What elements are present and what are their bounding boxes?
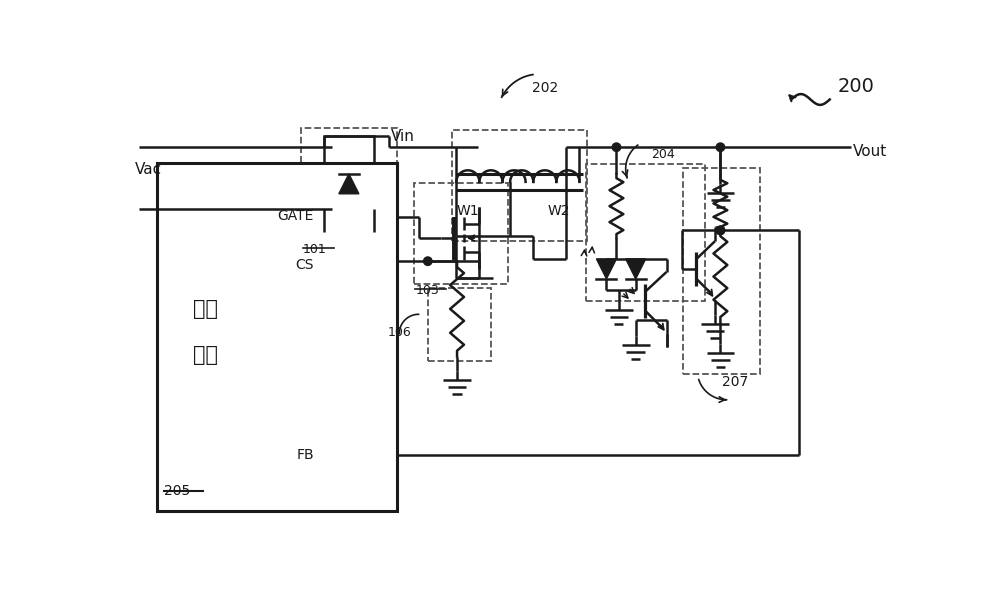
Text: 101: 101 bbox=[303, 243, 327, 256]
Bar bbox=[428, 288, 491, 361]
Text: 106: 106 bbox=[388, 326, 412, 339]
Text: GATE: GATE bbox=[277, 209, 314, 224]
Text: Vout: Vout bbox=[853, 145, 887, 160]
Circle shape bbox=[716, 143, 725, 151]
Text: FB: FB bbox=[296, 448, 314, 462]
Text: 202: 202 bbox=[532, 81, 558, 94]
Text: 204: 204 bbox=[651, 148, 675, 161]
Bar bbox=[324, 136, 374, 232]
Text: Vac: Vac bbox=[135, 162, 162, 177]
Bar bbox=[452, 130, 587, 241]
Polygon shape bbox=[596, 259, 616, 279]
Bar bbox=[414, 182, 508, 284]
Text: Vin: Vin bbox=[391, 129, 415, 144]
Text: 205: 205 bbox=[164, 484, 191, 498]
Bar bbox=[157, 163, 397, 511]
Circle shape bbox=[424, 257, 432, 266]
Bar bbox=[301, 128, 397, 243]
Bar bbox=[683, 168, 760, 374]
Text: CS: CS bbox=[295, 258, 314, 272]
Circle shape bbox=[716, 226, 725, 234]
Text: 电路: 电路 bbox=[193, 345, 218, 365]
Text: 103: 103 bbox=[415, 283, 439, 297]
Polygon shape bbox=[339, 174, 359, 194]
Text: 207: 207 bbox=[722, 375, 748, 389]
Bar bbox=[586, 164, 705, 301]
Text: W2: W2 bbox=[547, 204, 570, 218]
Text: 控制: 控制 bbox=[193, 299, 218, 319]
Text: W1: W1 bbox=[456, 204, 479, 218]
Circle shape bbox=[716, 226, 725, 234]
Polygon shape bbox=[626, 259, 646, 279]
Circle shape bbox=[612, 143, 621, 151]
Text: 200: 200 bbox=[837, 77, 874, 96]
